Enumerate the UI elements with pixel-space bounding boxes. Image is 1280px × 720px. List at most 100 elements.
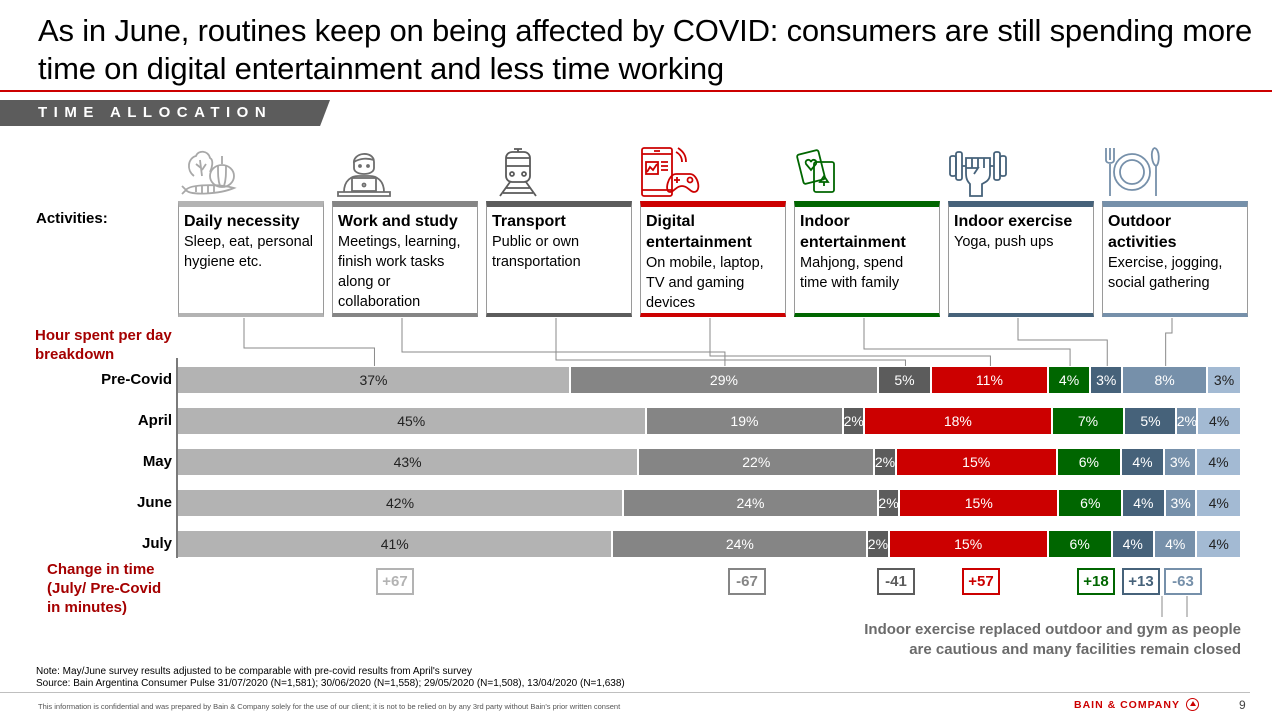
row-label: April bbox=[137, 412, 172, 429]
dumbbell-fist-icon bbox=[949, 151, 1007, 197]
activity-title: Work and study bbox=[338, 213, 458, 230]
connector-line bbox=[1165, 318, 1173, 366]
insight-annotation: Indoor exercise replaced outdoor and gym… bbox=[864, 621, 1241, 658]
bar-row: 37% 29% 5% 11% 4% 3% 8% 3% bbox=[178, 367, 1240, 393]
bar-row: 42% 24% 2% 15% 6% 4% 3% 4% bbox=[178, 490, 1240, 516]
activity-card-indoor_ex: Indoor exercise Yoga, push ups bbox=[948, 201, 1094, 317]
phone-gamepad-icon bbox=[641, 147, 700, 197]
bar-segment: 8% bbox=[1123, 367, 1209, 393]
activity-title: Digital entertainment bbox=[646, 213, 752, 251]
bar-segment: 4% bbox=[1123, 490, 1166, 516]
connector-line bbox=[243, 318, 375, 366]
bar-segment: 2% bbox=[1177, 408, 1199, 434]
page-number: 9 bbox=[1239, 698, 1246, 712]
bar-segment: 6% bbox=[1048, 531, 1113, 557]
activity-description: Mahjong, spend time with family bbox=[800, 255, 904, 291]
bar-segment: 18% bbox=[865, 408, 1053, 434]
bar-segment: 11% bbox=[932, 367, 1049, 393]
change-value-box: +57 bbox=[962, 568, 1000, 595]
activity-card-work: Work and study Meetings, learning, finish… bbox=[332, 201, 478, 317]
bar-segment: 3% bbox=[1091, 367, 1124, 393]
bar-segment: 6% bbox=[1057, 449, 1122, 475]
change-value-box: +18 bbox=[1077, 568, 1115, 595]
bar-segment: 43% bbox=[178, 449, 640, 475]
bar-segment: 42% bbox=[178, 490, 625, 516]
activity-title: Indoor entertainment bbox=[800, 213, 906, 251]
activity-description: On mobile, laptop, TV and gaming devices bbox=[646, 255, 764, 311]
bar-segment: 7% bbox=[1052, 408, 1126, 434]
bar-row: 45% 19% 2% 18% 7% 5% 2% 4% bbox=[178, 408, 1240, 434]
activities-label: Activities: bbox=[36, 210, 108, 227]
activity-title: Transport bbox=[492, 213, 566, 230]
bar-segment: 3% bbox=[1165, 490, 1198, 516]
footer-divider bbox=[0, 692, 1250, 693]
activity-title: Indoor exercise bbox=[954, 213, 1073, 230]
bar-segment: 5% bbox=[1125, 408, 1178, 434]
person-laptop-icon bbox=[337, 153, 391, 197]
bar-segment: 4% bbox=[1155, 531, 1198, 557]
bar-segment: 15% bbox=[889, 531, 1049, 557]
bar-segment: 37% bbox=[178, 367, 571, 393]
change-label-line: Change in time bbox=[47, 561, 155, 578]
row-label: June bbox=[136, 494, 172, 511]
change-label-line: (July/ Pre-Covid bbox=[47, 580, 162, 597]
bar-segment: 24% bbox=[613, 531, 869, 557]
bar-segment: 2% bbox=[875, 449, 897, 475]
note-text: Note: May/June survey results adjusted t… bbox=[36, 666, 472, 677]
change-in-time-label: Change in time (July/ Pre-Covid in minut… bbox=[47, 560, 161, 617]
activity-description: Sleep, eat, personal hygiene etc. bbox=[184, 234, 313, 270]
train-icon bbox=[499, 148, 537, 197]
hours-label-line: Hour spent per day bbox=[35, 327, 172, 344]
row-label: Pre-Covid bbox=[101, 371, 172, 388]
activity-card-digital: Digital entertainment On mobile, laptop, … bbox=[640, 201, 786, 317]
disclaimer: This information is confidential and was… bbox=[38, 702, 621, 711]
activity-description: Public or own transportation bbox=[492, 234, 581, 270]
bar-segment: 15% bbox=[900, 490, 1060, 516]
bar-segment: 3% bbox=[1164, 449, 1198, 475]
bar-segment: 45% bbox=[178, 408, 647, 434]
bar-segment: 6% bbox=[1059, 490, 1124, 516]
plate-cutlery-icon bbox=[1105, 147, 1160, 196]
vegetables-icon bbox=[181, 150, 237, 195]
bar-segment: 24% bbox=[624, 490, 879, 516]
row-label: July bbox=[141, 535, 172, 552]
bar-segment: 4% bbox=[1112, 531, 1155, 557]
bain-compass-icon bbox=[1185, 698, 1199, 711]
title-divider bbox=[0, 90, 1272, 92]
bar-segment: 41% bbox=[178, 531, 614, 557]
bar-segment: 4% bbox=[1198, 408, 1240, 434]
section-tag: TIME ALLOCATION bbox=[0, 100, 330, 126]
brand-logo: BAIN & COMPANY bbox=[1074, 698, 1199, 711]
connector-line bbox=[401, 318, 726, 366]
hours-breakdown-label: Hour spent per day breakdown bbox=[35, 326, 172, 364]
activity-title: Outdoor activities bbox=[1108, 213, 1177, 251]
bar-row: 41% 24% 2% 15% 6% 4% 4% 4% bbox=[178, 531, 1240, 557]
bar-segment: 2% bbox=[878, 490, 901, 516]
bar-row: 43% 22% 2% 15% 6% 4% 3% 4% bbox=[178, 449, 1240, 475]
playing-cards-icon bbox=[796, 149, 835, 193]
bar-segment: 5% bbox=[878, 367, 932, 393]
footnote: Note: May/June survey results adjusted t… bbox=[36, 666, 625, 690]
bar-segment: 2% bbox=[844, 408, 866, 434]
chart-axis bbox=[176, 358, 178, 558]
page-title: As in June, routines keep on being affec… bbox=[38, 13, 1253, 86]
connector-line bbox=[863, 318, 1071, 366]
section-tag-label: TIME ALLOCATION bbox=[38, 104, 273, 121]
bar-segment: 22% bbox=[639, 449, 876, 475]
connector-line bbox=[709, 318, 991, 366]
bar-segment: 4% bbox=[1197, 449, 1240, 475]
row-label: May bbox=[142, 453, 172, 470]
source-text: Source: Bain Argentina Consumer Pulse 31… bbox=[36, 678, 625, 689]
connector-line bbox=[555, 318, 906, 366]
bar-segment: 15% bbox=[896, 449, 1058, 475]
change-label-line: in minutes) bbox=[47, 599, 128, 616]
bar-segment: 19% bbox=[646, 408, 845, 434]
activity-card-transport: Transport Public or own transportation bbox=[486, 201, 632, 317]
activity-description: Yoga, push ups bbox=[954, 234, 1054, 250]
change-value-box: -63 bbox=[1164, 568, 1202, 595]
activity-card-outdoor: Outdoor activities Exercise, jogging, soc… bbox=[1102, 201, 1248, 317]
activity-card-daily: Daily necessity Sleep, eat, personal hygi… bbox=[178, 201, 324, 317]
bar-segment: 4% bbox=[1197, 490, 1240, 516]
bar-segment: 4% bbox=[1121, 449, 1165, 475]
bar-segment: 3% bbox=[1208, 367, 1240, 393]
